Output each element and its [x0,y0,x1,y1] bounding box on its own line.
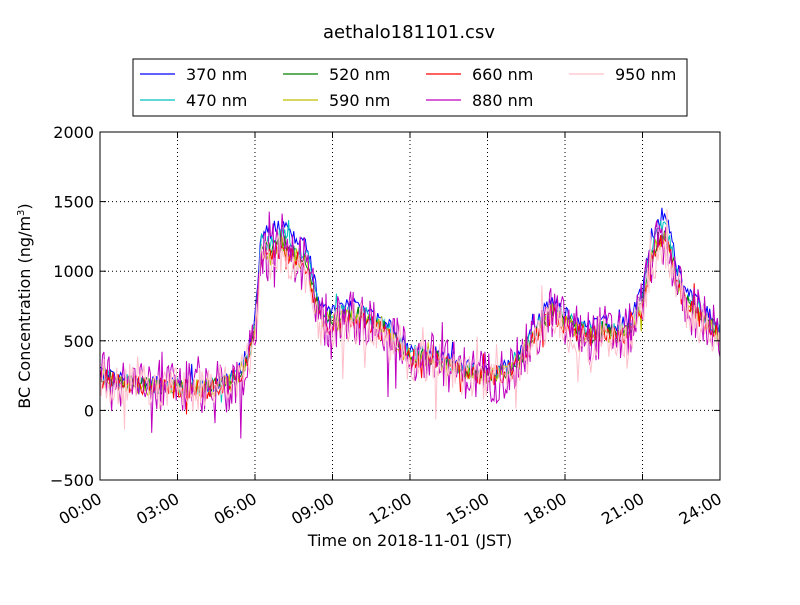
series-line-950-nm [99,209,721,430]
x-tick-label: 24:00 [676,489,725,529]
plot-background [100,132,720,480]
y-tick-label: 1000 [53,262,94,281]
legend-label: 880 nm [472,91,533,110]
x-tick-label: 15:00 [443,489,492,529]
x-tick-label: 00:00 [56,489,105,529]
y-axis-label: BC Concentration (ng/m3) [15,203,34,408]
x-tick-label: 18:00 [521,489,570,529]
y-tick-label: 0 [84,401,94,420]
x-tick-label: 09:00 [288,489,337,529]
y-tick-label: −500 [50,471,94,490]
y-tick-label: 2000 [53,123,94,142]
series-lines [99,207,721,439]
x-axis-label: Time on 2018-11-01 (JST) [307,531,512,550]
legend: 370 nm 470 nm 520 nm 590 nm 660 nm 880 nm 950 … [132,58,688,117]
legend-label: 660 nm [472,65,533,84]
legend-label: 370 nm [186,65,247,84]
legend-label: 950 nm [615,65,676,84]
y-axis-label-main: BC Concentration (ng/m [15,216,34,409]
x-tick-label: 21:00 [598,489,647,529]
x-tick-label: 03:00 [133,489,182,529]
y-axis-label-superscript: 3 [16,210,27,216]
y-axis: −500 0 500 1000 1500 2000 [50,123,720,490]
legend-label: 520 nm [329,65,390,84]
y-tick-label: 500 [63,332,94,351]
chart-title: aethalo181101.csv [323,22,495,43]
y-axis-label-suffix: ) [15,203,34,209]
legend-box [132,58,688,117]
x-tick-label: 06:00 [211,489,260,529]
plot-area [99,131,721,481]
legend-label: 470 nm [186,91,247,110]
legend-label: 590 nm [329,91,390,110]
y-tick-label: 1500 [53,193,94,212]
x-tick-label: 12:00 [366,489,415,529]
